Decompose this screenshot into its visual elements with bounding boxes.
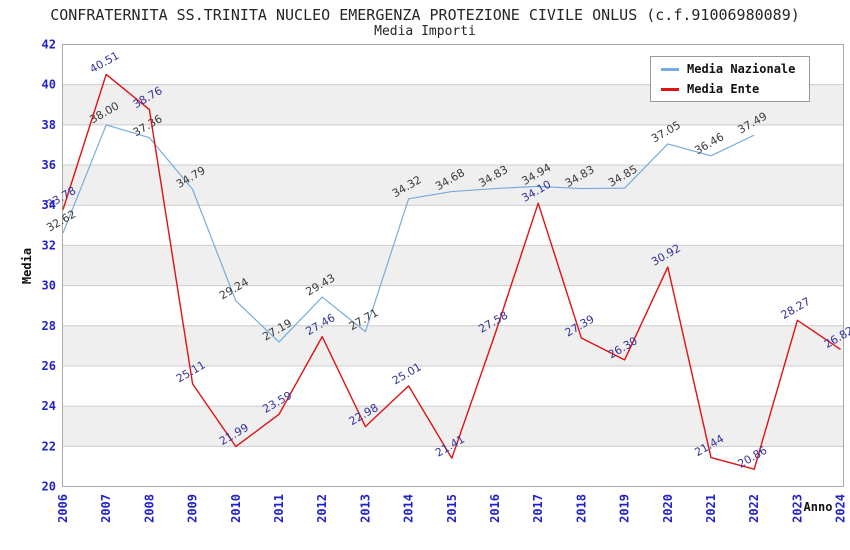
x-tick-label: 2024 — [834, 494, 848, 523]
plot-band — [62, 245, 844, 286]
y-tick-label: 38 — [42, 118, 56, 132]
legend-label: Media Ente — [687, 82, 760, 96]
plot-band — [62, 205, 844, 246]
plot-band — [62, 406, 844, 447]
x-tick-label: 2007 — [99, 494, 113, 523]
y-tick-label: 30 — [42, 279, 56, 293]
x-tick-label: 2021 — [704, 494, 718, 523]
legend-item-media-ente: Media Ente — [661, 82, 809, 96]
x-tick-label: 2009 — [186, 494, 200, 523]
plot-band — [62, 365, 844, 407]
x-tick-label: 2012 — [315, 494, 329, 523]
x-tick-label: 2018 — [574, 494, 588, 523]
y-tick-label: 40 — [42, 78, 56, 92]
x-tick-label: 2020 — [661, 494, 675, 523]
media-nazionale-swatch-icon — [661, 67, 679, 71]
series-line-media-ente — [62, 73, 841, 470]
legend-item-media-nazionale: Media Nazionale — [661, 62, 809, 76]
x-tick-label: 2013 — [358, 494, 372, 523]
x-tick-label: 2006 — [56, 494, 70, 523]
y-tick-label: 26 — [42, 359, 56, 373]
chart-legend: Media Nazionale Media Ente — [650, 56, 810, 102]
x-tick-label: 2008 — [142, 494, 156, 523]
x-tick-label: 2019 — [618, 494, 632, 523]
chart-subtitle: Media Importi — [374, 24, 476, 39]
x-tick-label: 2022 — [747, 494, 761, 523]
y-tick-label: 42 — [42, 38, 56, 52]
y-tick-label: 20 — [42, 480, 56, 494]
chart-title: CONFRATERNITA SS.TRINITA NUCLEO EMERGENZ… — [50, 6, 800, 24]
x-tick-label: 2017 — [531, 494, 545, 523]
plot-band — [62, 446, 844, 487]
plot-border — [62, 44, 844, 487]
plot-band — [62, 124, 844, 166]
x-axis-title: Anno — [804, 500, 833, 514]
y-axis-title: Media — [20, 248, 34, 284]
x-tick-label: 2016 — [488, 494, 502, 523]
x-tick-label: 2015 — [445, 494, 459, 523]
plot-band — [62, 165, 844, 206]
y-tick-label: 34 — [42, 198, 56, 212]
y-tick-label: 28 — [42, 319, 56, 333]
legend-label: Media Nazionale — [687, 62, 796, 76]
series-line-media-nazionale — [62, 124, 755, 343]
x-tick-label: 2010 — [229, 494, 243, 523]
y-tick-label: 22 — [42, 439, 56, 453]
x-tick-label: 2023 — [790, 494, 804, 523]
y-tick-label: 32 — [42, 238, 56, 252]
x-tick-label: 2011 — [272, 494, 286, 523]
y-tick-label: 24 — [42, 399, 56, 413]
media-ente-swatch-icon — [661, 87, 679, 91]
x-tick-label: 2014 — [402, 494, 416, 523]
y-tick-label: 36 — [42, 158, 56, 172]
plot-band — [62, 285, 844, 326]
plot-band — [62, 325, 844, 366]
